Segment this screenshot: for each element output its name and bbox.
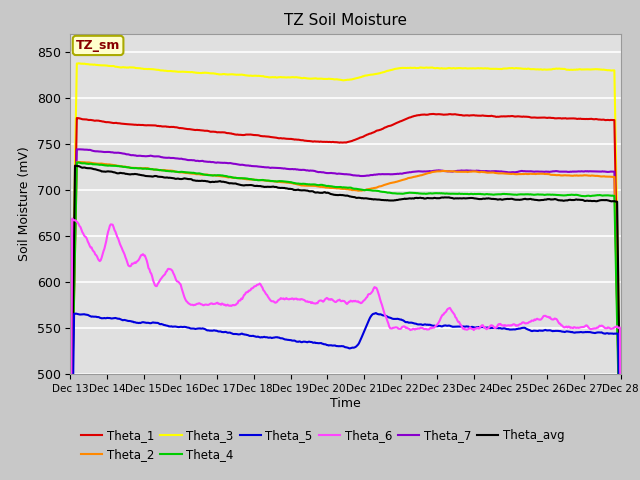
Theta_7 — [482, 168, 490, 174]
Theta_5 — [482, 325, 490, 331]
Theta_3 — [75, 60, 83, 66]
Theta_4 — [67, 473, 74, 479]
Theta_6 — [435, 319, 443, 325]
Theta_avg — [209, 179, 217, 185]
Theta_3 — [435, 65, 443, 71]
Theta_3 — [392, 66, 399, 72]
Theta_3 — [317, 76, 324, 82]
Theta_7 — [165, 155, 173, 161]
Theta_2 — [435, 168, 443, 174]
Line: Theta_5: Theta_5 — [70, 313, 621, 480]
Theta_avg — [165, 175, 173, 180]
Line: Theta_1: Theta_1 — [70, 114, 621, 454]
Theta_avg — [617, 452, 625, 457]
Theta_7 — [76, 146, 83, 152]
Theta_avg — [71, 163, 79, 168]
Title: TZ Soil Moisture: TZ Soil Moisture — [284, 13, 407, 28]
Theta_5 — [435, 323, 443, 329]
Theta_avg — [392, 197, 399, 203]
Theta_7 — [392, 171, 399, 177]
X-axis label: Time: Time — [330, 397, 361, 410]
Theta_1 — [316, 139, 323, 145]
Y-axis label: Soil Moisture (mV): Soil Moisture (mV) — [18, 146, 31, 262]
Text: TZ_sm: TZ_sm — [76, 39, 120, 52]
Theta_5 — [316, 340, 323, 346]
Theta_1 — [429, 111, 437, 117]
Theta_4 — [73, 159, 81, 165]
Theta_1 — [208, 129, 216, 134]
Theta_1 — [435, 111, 443, 117]
Theta_4 — [317, 182, 324, 188]
Theta_4 — [392, 191, 399, 196]
Theta_3 — [617, 424, 625, 430]
Theta_6 — [68, 216, 76, 221]
Theta_2 — [165, 168, 173, 173]
Theta_avg — [435, 195, 443, 201]
Theta_7 — [435, 168, 443, 173]
Theta_3 — [482, 65, 490, 71]
Theta_1 — [391, 121, 399, 127]
Theta_1 — [617, 451, 625, 456]
Theta_5 — [372, 310, 380, 316]
Theta_2 — [209, 172, 217, 178]
Theta_avg — [482, 196, 490, 202]
Theta_6 — [617, 452, 625, 457]
Theta_1 — [164, 124, 172, 130]
Theta_7 — [209, 159, 217, 165]
Theta_2 — [74, 159, 81, 165]
Legend: Theta_1, Theta_2, Theta_3, Theta_4, Theta_5, Theta_6, Theta_7, Theta_avg: Theta_1, Theta_2, Theta_3, Theta_4, Thet… — [76, 425, 570, 466]
Theta_6 — [482, 325, 490, 331]
Theta_2 — [317, 184, 324, 190]
Theta_3 — [209, 71, 217, 76]
Theta_4 — [482, 192, 490, 197]
Theta_2 — [392, 179, 399, 185]
Theta_avg — [317, 190, 324, 196]
Line: Theta_6: Theta_6 — [70, 218, 621, 480]
Line: Theta_3: Theta_3 — [70, 63, 621, 427]
Theta_4 — [209, 173, 217, 179]
Theta_1 — [482, 113, 490, 119]
Theta_1 — [67, 449, 74, 455]
Theta_5 — [392, 316, 399, 322]
Theta_3 — [165, 68, 173, 74]
Theta_4 — [435, 191, 443, 196]
Theta_6 — [392, 324, 399, 330]
Theta_6 — [317, 298, 324, 303]
Theta_2 — [67, 473, 74, 479]
Theta_7 — [317, 169, 324, 175]
Theta_5 — [164, 323, 172, 329]
Theta_6 — [209, 301, 217, 307]
Line: Theta_2: Theta_2 — [70, 162, 621, 480]
Line: Theta_avg: Theta_avg — [70, 166, 621, 480]
Line: Theta_4: Theta_4 — [70, 162, 621, 480]
Theta_2 — [482, 169, 490, 175]
Theta_6 — [165, 266, 173, 272]
Theta_7 — [67, 466, 74, 472]
Theta_3 — [67, 421, 74, 427]
Theta_4 — [165, 168, 173, 174]
Theta_7 — [617, 478, 625, 480]
Line: Theta_7: Theta_7 — [70, 149, 621, 480]
Theta_5 — [208, 328, 216, 334]
